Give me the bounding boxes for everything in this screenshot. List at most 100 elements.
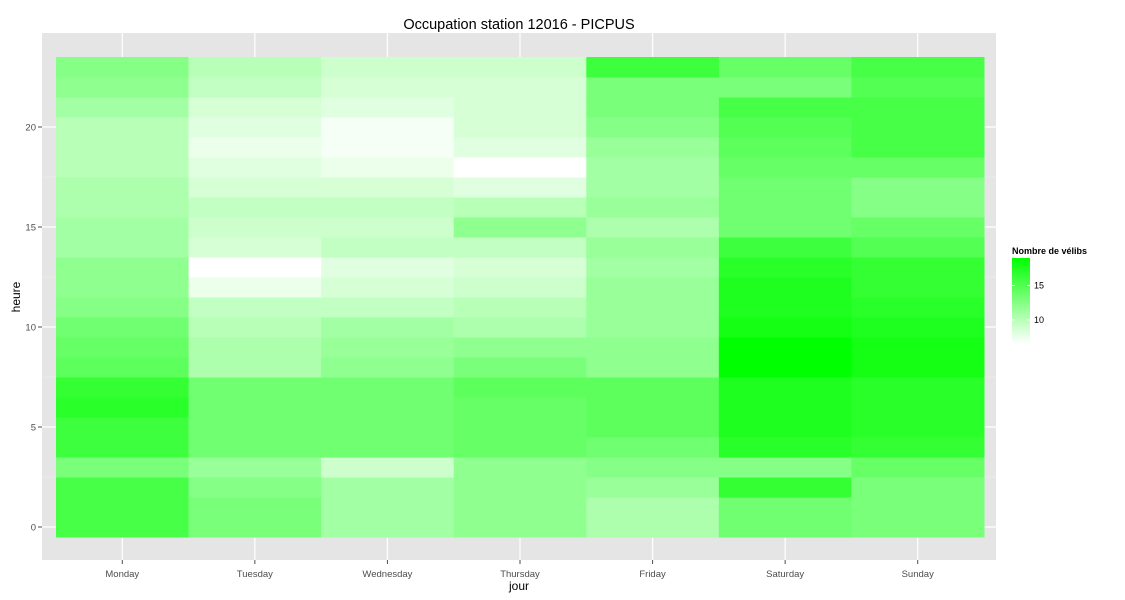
heatmap-tile xyxy=(718,177,852,198)
heatmap-tile xyxy=(851,337,985,358)
heatmap-tile xyxy=(453,137,587,158)
heatmap-tile xyxy=(321,157,455,178)
heatmap-tile xyxy=(718,337,852,358)
heatmap-tile xyxy=(586,397,720,418)
heatmap-tile xyxy=(586,317,720,338)
heatmap-tile xyxy=(718,77,852,98)
heatmap-tile xyxy=(321,77,455,98)
heatmap-tile xyxy=(56,397,190,418)
x-tick-label: Wednesday xyxy=(362,569,412,580)
heatmap-tile xyxy=(718,437,852,458)
chart-title: Occupation station 12016 - PICPUS xyxy=(403,17,634,33)
heatmap-tile xyxy=(56,517,190,538)
heatmap-tile xyxy=(56,57,190,78)
heatmap-tile xyxy=(453,297,587,318)
heatmap-tile xyxy=(56,317,190,338)
heatmap-tile xyxy=(321,437,455,458)
heatmap-tile xyxy=(56,157,190,178)
heatmap-tile xyxy=(321,177,455,198)
x-tick-label: Tuesday xyxy=(237,569,273,580)
y-tick-label: 0 xyxy=(31,523,36,534)
heatmap-tile xyxy=(56,277,190,298)
heatmap-tile xyxy=(188,237,322,258)
heatmap-tile xyxy=(453,317,587,338)
heatmap-tile xyxy=(188,417,322,438)
heatmap-tile xyxy=(586,117,720,138)
heatmap-tile xyxy=(56,97,190,118)
heatmap-tile xyxy=(586,517,720,538)
heatmap-tile xyxy=(56,77,190,98)
heatmap-tile xyxy=(851,517,985,538)
heatmap-tile xyxy=(321,317,455,338)
heatmap-tile xyxy=(188,377,322,398)
heatmap-tile xyxy=(188,297,322,318)
heatmap-tile xyxy=(453,277,587,298)
heatmap-tile xyxy=(453,97,587,118)
heatmap-tile xyxy=(851,217,985,238)
heatmap-tile xyxy=(321,137,455,158)
heatmap-tile xyxy=(586,477,720,498)
heatmap-tile xyxy=(718,257,852,278)
y-tick-label: 10 xyxy=(25,323,36,334)
heatmap-tile xyxy=(586,497,720,518)
heatmap-tile xyxy=(188,57,322,78)
heatmap-tile xyxy=(718,197,852,218)
heatmap-tile xyxy=(851,137,985,158)
legend-colorbar xyxy=(1012,258,1030,344)
heatmap-tile xyxy=(188,497,322,518)
heatmap-tile xyxy=(851,237,985,258)
heatmap-tile xyxy=(321,117,455,138)
heatmap-tile xyxy=(453,497,587,518)
heatmap-tile xyxy=(718,297,852,318)
heatmap-tile xyxy=(321,497,455,518)
heatmap-tile xyxy=(453,337,587,358)
heatmap-tile xyxy=(586,377,720,398)
heatmap-tile xyxy=(586,77,720,98)
heatmap-tile xyxy=(453,217,587,238)
heatmap-tile xyxy=(851,157,985,178)
heatmap-tile xyxy=(56,117,190,138)
heatmap-tile xyxy=(56,137,190,158)
heatmap-tile xyxy=(586,337,720,358)
heatmap-tile xyxy=(851,317,985,338)
x-tick-label: Thursday xyxy=(500,569,540,580)
heatmap-tile xyxy=(188,317,322,338)
heatmap-tile xyxy=(453,117,587,138)
heatmap-tile xyxy=(718,417,852,438)
heatmap-tile xyxy=(321,97,455,118)
heatmap-tile xyxy=(188,477,322,498)
heatmap-tile xyxy=(718,397,852,418)
heatmap-tile xyxy=(718,157,852,178)
heatmap-tile xyxy=(56,417,190,438)
heatmap-tile xyxy=(56,297,190,318)
heatmap-tile xyxy=(851,377,985,398)
heatmap-tile xyxy=(56,457,190,478)
heatmap-tile xyxy=(851,277,985,298)
heatmap-tile xyxy=(586,157,720,178)
legend-ticks: 10 15 xyxy=(1012,281,1044,325)
heatmap-tile xyxy=(188,457,322,478)
heatmap-tile xyxy=(188,117,322,138)
heatmap-tile xyxy=(321,257,455,278)
heatmap-tile xyxy=(56,237,190,258)
heatmap-tile xyxy=(56,477,190,498)
heatmap-tile xyxy=(453,417,587,438)
legend-tick-label: 15 xyxy=(1034,281,1044,291)
heatmap-tile xyxy=(718,497,852,518)
heatmap-tile xyxy=(453,197,587,218)
y-tick-label: 15 xyxy=(25,223,36,234)
heatmap-tile xyxy=(718,517,852,538)
heatmap-tile xyxy=(851,417,985,438)
heatmap-tile xyxy=(718,277,852,298)
heatmap-tile xyxy=(56,497,190,518)
heatmap-tile xyxy=(56,377,190,398)
heatmap-tile xyxy=(851,457,985,478)
heatmap-tile xyxy=(586,257,720,278)
heatmap-tile xyxy=(56,197,190,218)
heatmap-tile xyxy=(718,237,852,258)
heatmap-tile xyxy=(188,517,322,538)
heatmap-tile xyxy=(188,257,322,278)
x-tick-label: Saturday xyxy=(766,569,804,580)
heatmap-tile xyxy=(586,417,720,438)
